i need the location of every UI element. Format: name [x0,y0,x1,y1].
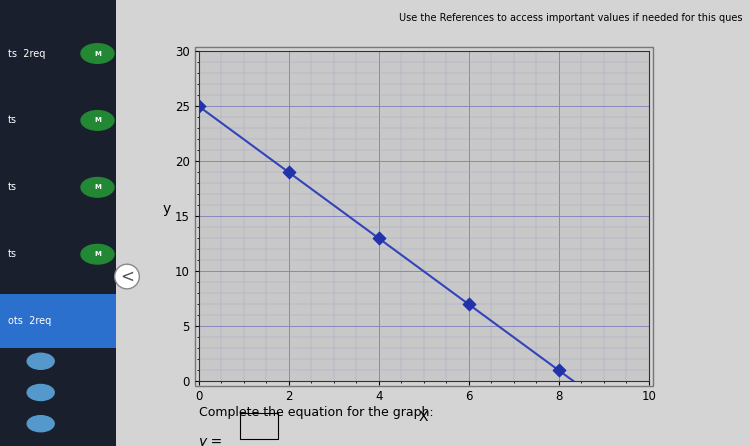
Point [463,301,475,308]
Text: M: M [94,117,101,124]
Text: Complete the equation for the graph:: Complete the equation for the graph: [199,406,434,419]
Text: M: M [94,50,101,57]
Text: ts  2req: ts 2req [8,49,45,58]
Text: <: < [120,268,134,285]
Text: M: M [94,251,101,257]
Y-axis label: y: y [163,202,171,216]
X-axis label: X: X [419,410,428,424]
Text: M: M [94,184,101,190]
Point [553,367,565,374]
Point [283,169,295,176]
Point [193,103,205,110]
Text: ts: ts [8,249,16,259]
Text: Use the References to access important values if needed for this ques: Use the References to access important v… [399,13,742,23]
Text: ts: ts [8,182,16,192]
Point [373,235,385,242]
Text: ts: ts [8,116,16,125]
Text: y =: y = [199,435,223,446]
Text: ots  2req: ots 2req [8,316,51,326]
